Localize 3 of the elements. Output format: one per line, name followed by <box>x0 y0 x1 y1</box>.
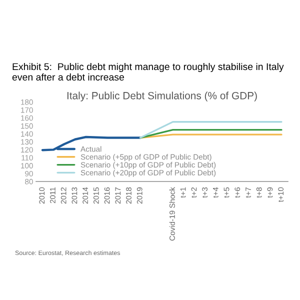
chart-title: Exhibit 5: Public debt might manage to roughly stabilise in Italy even after a debt increase <box>12 62 284 81</box>
line-series <box>41 136 142 152</box>
chart-subtitle: Italy: Public Debt Simulations (% of GDP) <box>67 92 257 102</box>
